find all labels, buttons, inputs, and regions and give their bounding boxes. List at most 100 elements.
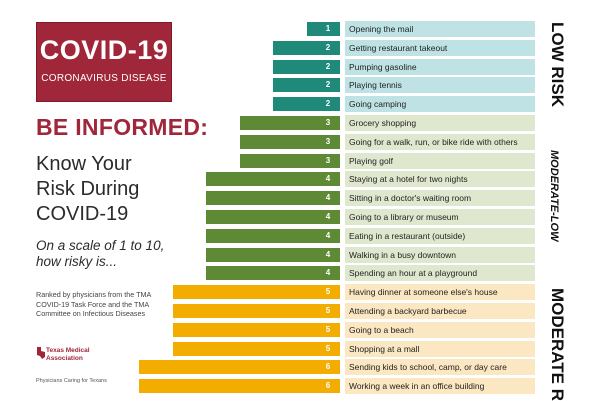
- risk-bar: 5: [172, 322, 340, 337]
- scale-line-2: how risky is...: [36, 254, 118, 269]
- activity-row: Playing golf: [345, 152, 535, 170]
- risk-bar: 6: [139, 360, 340, 375]
- risk-bar: 3: [239, 116, 340, 130]
- tma-logo: Texas Medical Association Physicians Car…: [36, 344, 116, 386]
- activity-row: Attending a backyard barbecue: [345, 303, 535, 320]
- risk-bar: 3: [239, 134, 340, 149]
- risk-bar: 4: [206, 210, 340, 224]
- risk-value-label: 2: [325, 80, 331, 90]
- activity-label: Staying at a hotel for two nights: [349, 174, 468, 185]
- risk-bar: 1: [306, 22, 340, 36]
- activity-label: Getting restaurant takeout: [349, 42, 448, 53]
- be-informed-heading: BE INFORMED:: [36, 114, 209, 140]
- activity-label: Grocery shopping: [349, 118, 417, 128]
- side-label-moderate-low: MODERATE-LOW: [548, 150, 560, 242]
- activity-row: Pumping gasoline: [345, 58, 535, 76]
- risk-value-label: 5: [325, 324, 331, 334]
- tma-name: Texas Medical Association: [46, 347, 90, 362]
- activity-label: Working a week in an office building: [349, 381, 485, 392]
- activity-label: Pumping gasoline: [349, 61, 417, 72]
- risk-bar: 5: [172, 304, 340, 318]
- side-label-low-risk: LOW RISK: [548, 22, 567, 107]
- activity-row: Opening the mail: [345, 21, 535, 38]
- activity-row: Shopping at a mall: [345, 340, 535, 358]
- risk-value-label: 4: [325, 249, 331, 259]
- activity-label: Opening the mail: [349, 24, 414, 34]
- side-label-moderate: MODERATE R: [548, 288, 567, 401]
- activity-label: Sending kids to school, camp, or day car…: [349, 362, 507, 373]
- activity-label: Going to a library or museum: [349, 212, 459, 222]
- risk-bar: 5: [172, 285, 340, 300]
- risk-bar: 6: [139, 379, 340, 394]
- covid-subtitle: CORONAVIRUS DISEASE: [41, 73, 167, 84]
- risk-value-label: 4: [325, 268, 331, 278]
- activity-row: Walking in a busy downtown: [345, 246, 535, 264]
- activity-row: Having dinner at someone else's house: [345, 284, 535, 302]
- risk-value-label: 3: [325, 118, 331, 127]
- activity-row: Grocery shopping: [345, 115, 535, 132]
- risk-bar: 4: [206, 247, 340, 262]
- activity-row: Getting restaurant takeout: [345, 39, 535, 57]
- activity-label: Eating in a restaurant (outside): [349, 230, 466, 241]
- risk-value-label: 5: [325, 343, 331, 353]
- risk-value-label: 6: [325, 362, 331, 372]
- activity-row: Going to a library or museum: [345, 209, 535, 226]
- activity-row: Going for a walk, run, or bike ride with…: [345, 133, 535, 151]
- activity-row: Working a week in an office building: [345, 378, 535, 396]
- risk-value-label: 4: [325, 193, 331, 203]
- activity-row: Sending kids to school, camp, or day car…: [345, 359, 535, 377]
- ranked-by-note: Ranked by physicians from the TMA COVID-…: [36, 290, 151, 318]
- risk-bar: 2: [273, 97, 340, 112]
- risk-bar: 3: [239, 153, 340, 168]
- activity-label: Spending an hour at a playground: [349, 268, 478, 279]
- activity-row: Going to a beach: [345, 321, 535, 339]
- activity-label: Playing tennis: [349, 80, 402, 91]
- risk-value-label: 4: [325, 212, 331, 221]
- know-line-3: COVID-19: [36, 203, 129, 225]
- activity-label: Going camping: [349, 99, 407, 110]
- risk-value-label: 2: [325, 99, 331, 109]
- activity-row: Staying at a hotel for two nights: [345, 171, 535, 189]
- risk-value-label: 3: [325, 136, 331, 146]
- activity-label: Walking in a busy downtown: [349, 249, 456, 260]
- risk-bar: 2: [273, 40, 340, 55]
- risk-value-label: 5: [325, 287, 331, 297]
- covid-title: COVID-19: [39, 35, 169, 65]
- know-line-1: Know Your: [36, 153, 132, 175]
- know-your-risk-heading: Know Your Risk During COVID-19: [36, 152, 171, 227]
- risk-value-label: 3: [325, 155, 331, 165]
- risk-bar: 4: [206, 228, 340, 243]
- risk-value-label: 6: [325, 381, 331, 391]
- risk-bar: 2: [273, 78, 340, 93]
- activity-label: Going for a walk, run, or bike ride with…: [349, 136, 518, 147]
- risk-value-label: 4: [325, 174, 331, 184]
- tma-tagline: Physicians Caring for Texans: [36, 378, 107, 384]
- activity-row: Spending an hour at a playground: [345, 265, 535, 283]
- texas-shape-icon: [37, 347, 45, 359]
- risk-value-label: 5: [325, 306, 331, 315]
- risk-bar: 4: [206, 191, 340, 206]
- scale-line-1: On a scale of 1 to 10,: [36, 238, 165, 253]
- risk-bar: 2: [273, 59, 340, 74]
- risk-bar: 4: [206, 266, 340, 281]
- covid-title-box: COVID-19 CORONAVIRUS DISEASE: [36, 22, 172, 102]
- risk-value-label: 1: [325, 24, 331, 33]
- risk-bar: 4: [206, 172, 340, 187]
- activity-label: Playing golf: [349, 155, 393, 166]
- risk-value-label: 2: [325, 42, 331, 52]
- activity-row: Eating in a restaurant (outside): [345, 227, 535, 245]
- activity-row: Sitting in a doctor's waiting room: [345, 190, 535, 208]
- activity-label: Sitting in a doctor's waiting room: [349, 193, 472, 204]
- activity-label: Attending a backyard barbecue: [349, 306, 467, 316]
- risk-value-label: 2: [325, 61, 331, 71]
- activity-label: Going to a beach: [349, 324, 414, 335]
- risk-value-label: 4: [325, 230, 331, 240]
- activity-label: Having dinner at someone else's house: [349, 287, 498, 298]
- risk-bar: 5: [172, 341, 340, 356]
- activity-row: Going camping: [345, 96, 535, 114]
- activity-row: Playing tennis: [345, 77, 535, 95]
- know-line-2: Risk During: [36, 178, 140, 200]
- scale-question: On a scale of 1 to 10, how risky is...: [36, 238, 171, 270]
- activity-label: Shopping at a mall: [349, 343, 420, 354]
